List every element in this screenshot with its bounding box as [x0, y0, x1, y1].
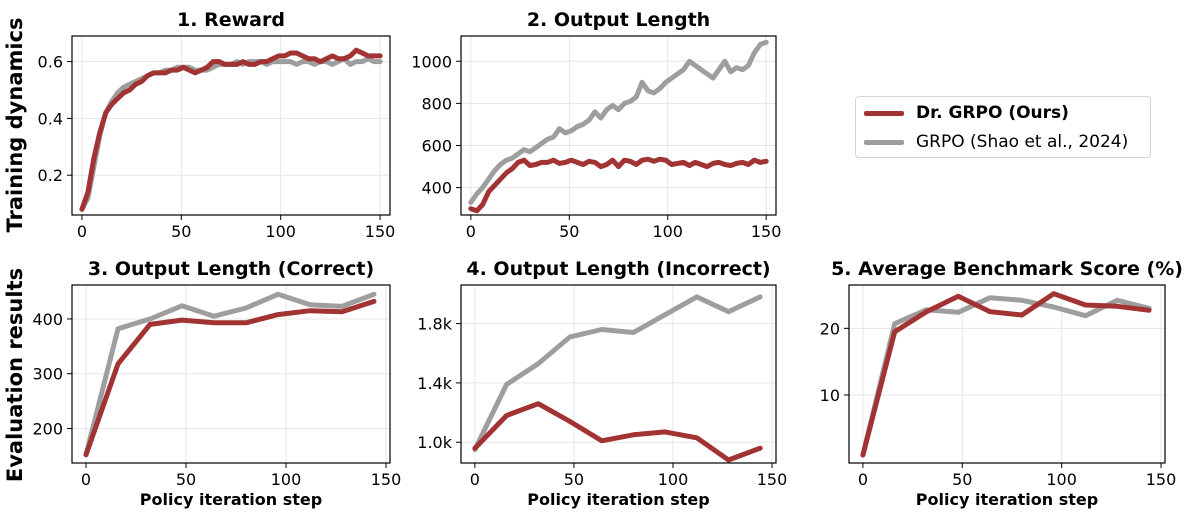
- panel-5-title: 5. Average Benchmark Score (%): [831, 258, 1183, 280]
- panel-1-series-grpo-shao-et-al-2024: [79, 56, 383, 212]
- panel-4-series-dr-grpo-ours: [472, 401, 763, 463]
- panel-4-xlabel: Policy iteration step: [527, 490, 709, 509]
- panel-3-xtick-label: 50: [176, 470, 196, 489]
- panel-1-title: 1. Reward: [177, 9, 285, 31]
- panel-2-ytick-label: 400: [421, 179, 452, 198]
- legend-label-dr-grpo: Dr. GRPO (Ours): [916, 103, 1069, 123]
- panel-3-xtick-label: 150: [371, 470, 402, 489]
- panel-1-xtick-label: 150: [365, 222, 396, 241]
- panel-3-xtick-label: 100: [271, 470, 302, 489]
- panel-3-ytick-label: 400: [32, 310, 63, 329]
- panel-5-ytick-label: 20: [820, 319, 840, 338]
- panel-2-frame: [460, 35, 777, 216]
- legend: Dr. GRPO (Ours) GRPO (Shao et al., 2024): [855, 96, 1151, 158]
- row-label-training-dynamics: Training dynamics: [3, 17, 27, 233]
- panel-5-frame: [848, 284, 1166, 464]
- legend-item-grpo: GRPO (Shao et al., 2024): [864, 128, 1128, 156]
- panel-2-xtick-label: 0: [466, 222, 476, 241]
- panel-4-ytick-label: 1.0k: [417, 433, 452, 452]
- panel-2-xtick-label: 100: [652, 222, 683, 241]
- panel-3-xtick-label: 0: [81, 470, 91, 489]
- panel-5-xtick-label: 150: [1146, 470, 1177, 489]
- panel-4-frame: [460, 284, 777, 464]
- panel-3-title: 3. Output Length (Correct): [88, 258, 374, 280]
- panel-1-series-dr-grpo-ours: [79, 47, 383, 212]
- legend-item-dr-grpo: Dr. GRPO (Ours): [864, 99, 1069, 127]
- panel-4-series-grpo-shao-et-al-2024: [472, 294, 763, 453]
- legend-label-grpo: GRPO (Shao et al., 2024): [916, 132, 1129, 152]
- legend-swatch-dr-grpo: [864, 110, 904, 116]
- panel-5-xtick-label: 0: [858, 470, 868, 489]
- panel-2-series-grpo-shao-et-al-2024: [468, 39, 769, 205]
- panel-5-xtick-label: 50: [952, 470, 972, 489]
- panel-3-xlabel: Policy iteration step: [140, 490, 322, 509]
- panel-1-frame: [71, 35, 391, 216]
- panel-2-ytick-label: 800: [421, 94, 452, 113]
- panel-2-series-dr-grpo-ours: [468, 156, 769, 214]
- panel-3-series-dr-grpo-ours: [83, 298, 377, 458]
- panel-5-xlabel: Policy iteration step: [916, 490, 1098, 509]
- panel-1-ytick-label: 0.4: [38, 109, 63, 128]
- panel-2-ytick-label: 600: [421, 137, 452, 156]
- panel-2-xtick-label: 50: [559, 222, 579, 241]
- legend-swatch-grpo: [864, 139, 904, 145]
- panel-4-xtick-label: 50: [564, 470, 584, 489]
- panel-5-xtick-label: 100: [1046, 470, 1077, 489]
- panel-4-title: 4. Output Length (Incorrect): [466, 258, 770, 280]
- panel-1-xtick-label: 100: [265, 222, 296, 241]
- panel-4-ytick-label: 1.4k: [417, 374, 452, 393]
- panel-5-ytick-label: 10: [820, 386, 840, 405]
- panel-4-xtick-label: 100: [658, 470, 689, 489]
- panel-2-xtick-label: 150: [751, 222, 782, 241]
- panel-3-ytick-label: 300: [32, 365, 63, 384]
- panel-4-xtick-label: 0: [470, 470, 480, 489]
- panel-1-ytick-label: 0.2: [38, 166, 63, 185]
- panel-1-ytick-label: 0.6: [38, 53, 63, 72]
- row-label-evaluation-results: Evaluation results: [3, 267, 27, 483]
- panel-3-ytick-label: 200: [32, 419, 63, 438]
- panel-4-xtick-label: 150: [757, 470, 788, 489]
- panel-2-ytick-label: 1000: [411, 52, 452, 71]
- panel-5-series-dr-grpo-ours: [860, 291, 1152, 458]
- panel-3-series-grpo-shao-et-al-2024: [83, 291, 377, 458]
- panel-1-xtick-label: 0: [77, 222, 87, 241]
- panel-2-title: 2. Output Length: [527, 9, 710, 31]
- panel-4-ytick-label: 1.8k: [417, 315, 452, 334]
- panel-1-xtick-label: 50: [171, 222, 191, 241]
- panel-5-series-grpo-shao-et-al-2024: [860, 295, 1152, 458]
